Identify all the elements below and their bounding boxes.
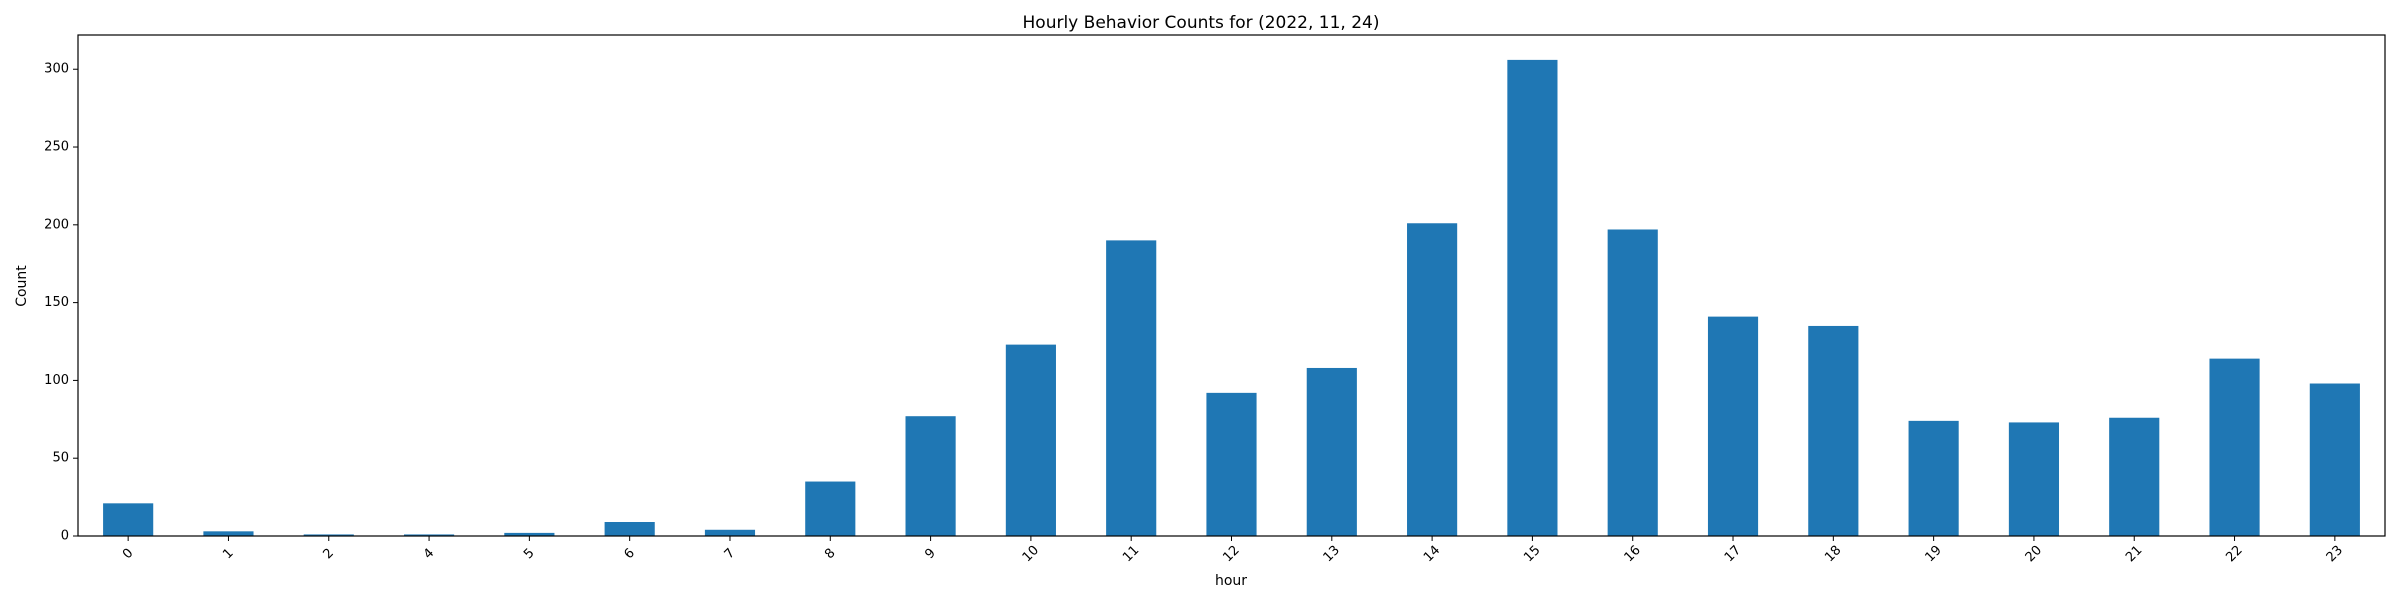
bar-hour-2 — [303, 534, 354, 536]
bar-hour-16 — [1607, 229, 1658, 537]
x-tick-label: 21 — [2123, 543, 2145, 565]
x-tick-label: 2 — [321, 546, 337, 562]
y-tick-label: 150 — [44, 295, 69, 310]
bar-hour-17 — [1707, 316, 1759, 536]
bar-hour-7 — [704, 529, 756, 536]
y-tick-label: 250 — [44, 140, 69, 155]
x-tick-label: 4 — [421, 546, 437, 562]
bar-hour-10 — [1005, 344, 1056, 536]
bar-hour-14 — [1407, 223, 1458, 536]
x-tick-label: 1 — [220, 546, 236, 562]
x-ticks-group: 0 1 2 4 5 6 7 8 9 10 11 12 13 14 15 16 17 18 19 20 21 22 23 — [120, 536, 2346, 565]
y-tick-label: 50 — [52, 451, 69, 466]
x-tick-label: 0 — [120, 546, 136, 562]
x-tick-label: 9 — [922, 546, 938, 562]
bar-hour-20 — [2008, 422, 2060, 536]
bar-hour-21 — [2109, 417, 2160, 536]
y-tick-label: 300 — [44, 62, 69, 77]
bar-hour-6 — [604, 522, 655, 536]
x-tick-label: 8 — [822, 546, 838, 562]
chart-title: Hourly Behavior Counts for (2022, 11, 24… — [1023, 13, 1380, 33]
x-tick-label: 12 — [1220, 543, 1242, 565]
bar-hour-12 — [1206, 392, 1257, 536]
bar-hour-22 — [2209, 358, 2260, 536]
bar-hour-5 — [504, 532, 555, 536]
x-tick-label: 19 — [1922, 543, 1944, 565]
x-tick-label: 17 — [1722, 543, 1744, 565]
bar-hour-9 — [905, 416, 956, 536]
bar-hour-13 — [1306, 367, 1357, 536]
x-tick-label: 20 — [2023, 543, 2045, 565]
x-tick-label: 11 — [1120, 543, 1142, 565]
x-tick-label: 6 — [621, 546, 637, 562]
bars-group — [103, 59, 2360, 537]
x-axis-label: hour — [1215, 573, 1247, 589]
bar-hour-4 — [403, 534, 455, 536]
x-tick-label: 16 — [1622, 543, 1644, 565]
bar-hour-1 — [203, 531, 254, 536]
bar-hour-11 — [1106, 240, 1157, 536]
x-tick-label: 10 — [1020, 543, 1042, 565]
bar-hour-15 — [1507, 59, 1558, 536]
y-tick-label: 200 — [44, 217, 69, 232]
x-tick-label: 13 — [1321, 543, 1343, 565]
bar-hour-19 — [1908, 420, 1959, 536]
bar-hour-8 — [805, 481, 856, 536]
x-tick-label: 15 — [1521, 543, 1543, 565]
y-axis-label: Count — [14, 265, 30, 307]
x-tick-label: 5 — [521, 546, 537, 562]
x-tick-label: 22 — [2223, 543, 2245, 565]
x-tick-label: 7 — [722, 546, 738, 562]
bar-hour-0 — [103, 503, 154, 536]
x-tick-label: 18 — [1822, 543, 1844, 565]
bar-hour-23 — [2309, 383, 2360, 536]
plot-frame — [77, 34, 2386, 537]
x-tick-label: 14 — [1421, 543, 1443, 565]
x-tick-label: 23 — [2324, 543, 2346, 565]
y-tick-label: 0 — [61, 529, 69, 544]
y-tick-label: 100 — [44, 373, 69, 388]
bar-hour-18 — [1808, 325, 1859, 536]
y-ticks-group: 0 50 100 150 200 250 300 — [44, 62, 78, 544]
